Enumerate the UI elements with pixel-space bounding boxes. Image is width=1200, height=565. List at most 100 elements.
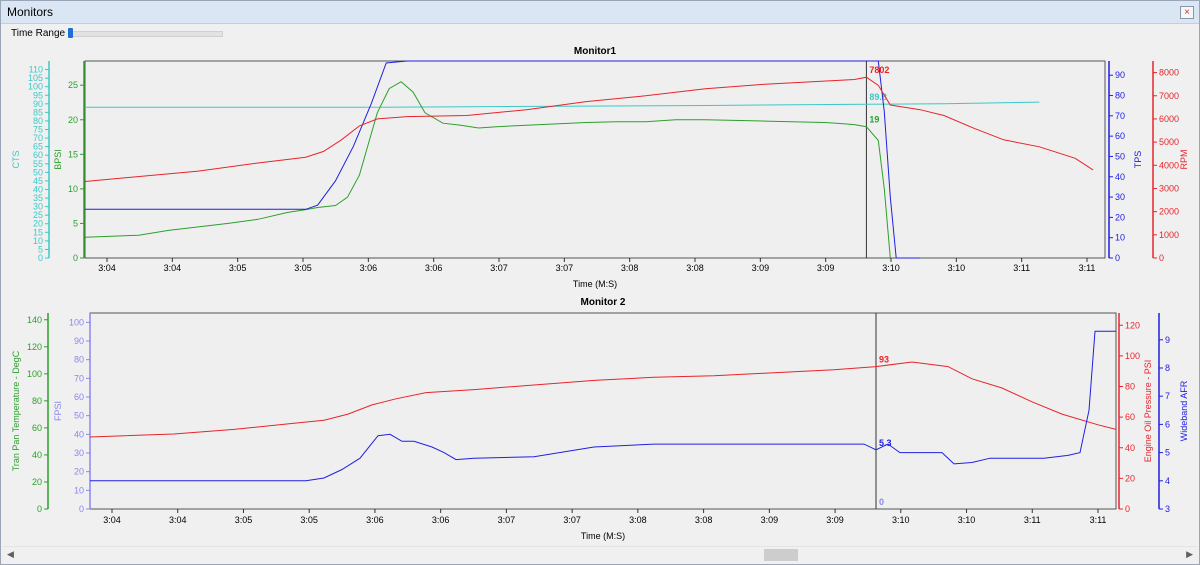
y-tick-label: 60 [1125, 412, 1135, 422]
series-line-bpsi [84, 81, 891, 259]
y-axis-label-tran: Tran Pan Temperature - DegC [11, 350, 21, 471]
x-tick-label: 3:10 [958, 515, 976, 525]
y-tick-label: 5 [38, 244, 43, 254]
y-tick-label: 15 [68, 149, 78, 159]
chart-title: Monitor1 [574, 46, 617, 57]
y-tick-label: 50 [1115, 151, 1125, 161]
y-tick-label: 30 [33, 202, 43, 212]
y-tick-label: 60 [1115, 131, 1125, 141]
y-tick-label: 35 [33, 193, 43, 203]
y-tick-label: 4000 [1159, 160, 1179, 170]
y-tick-label: 120 [27, 342, 42, 352]
x-tick-label: 3:05 [235, 515, 253, 525]
y-tick-label: 100 [1125, 351, 1140, 361]
y-tick-label: 10 [33, 236, 43, 246]
close-button[interactable]: × [1180, 6, 1194, 19]
x-tick-label: 3:08 [686, 263, 704, 273]
y-tick-label: 90 [74, 336, 84, 346]
x-tick-label: 3:10 [882, 263, 900, 273]
y-axis-label-fpsi: FPSI [53, 401, 63, 421]
series-line-rpm [84, 76, 1094, 182]
x-tick-label: 3:04 [164, 263, 182, 273]
y-tick-label: 5000 [1159, 137, 1179, 147]
y-tick-label: 40 [33, 184, 43, 194]
window-title: Monitors [7, 5, 54, 19]
y-tick-label: 120 [1125, 320, 1140, 330]
x-tick-label: 3:05 [300, 515, 318, 525]
y-tick-label: 3 [1165, 504, 1170, 514]
x-tick-label: 3:10 [948, 263, 966, 273]
y-tick-label: 5 [73, 218, 78, 228]
time-range-slider-thumb[interactable] [68, 28, 73, 38]
x-tick-label: 3:09 [761, 515, 779, 525]
y-axis-label-rpm: RPM [1179, 150, 1189, 170]
cursor-value-label: 93 [879, 355, 889, 365]
scroll-left-arrow-icon[interactable]: ◀ [7, 549, 14, 559]
y-tick-label: 20 [32, 477, 42, 487]
y-tick-label: 10 [68, 184, 78, 194]
y-tick-label: 30 [1115, 192, 1125, 202]
cursor-value-label: 5.3 [879, 438, 892, 448]
x-tick-label: 3:09 [826, 515, 844, 525]
monitors-charts: Monitor1 3:04 3:04 3:05 3:05 3:06 3:06 3:07 3:07… [11, 46, 1189, 541]
y-axis-label-tps: TPS [1133, 151, 1143, 169]
x-tick-label: 3:11 [1090, 515, 1107, 525]
y-tick-label: 60 [32, 423, 42, 433]
y-tick-label: 0 [79, 504, 84, 514]
y-tick-label: 40 [1115, 172, 1125, 182]
y-tick-label: 40 [74, 429, 84, 439]
y-tick-label: 7 [1165, 391, 1170, 401]
y-tick-label: 90 [33, 99, 43, 109]
y-tick-label: 40 [32, 450, 42, 460]
y-tick-label: 50 [74, 411, 84, 421]
series-line-engine-oil-pressure-psi [89, 361, 1117, 438]
y-axis-label-bpsi: BPSI [53, 149, 63, 170]
y-tick-label: 80 [1125, 382, 1135, 392]
cursor-value-label: 89.8 [869, 92, 887, 102]
y-tick-label: 140 [27, 315, 42, 325]
y-tick-label: 80 [74, 355, 84, 365]
y-tick-label: 45 [33, 176, 43, 186]
y-tick-label: 6000 [1159, 114, 1179, 124]
horizontal-scrollbar[interactable]: ◀ ▶ [2, 546, 1198, 563]
title-bar[interactable]: Monitors × [1, 1, 1199, 24]
plot-area [84, 60, 1106, 259]
time-range-slider-track[interactable] [68, 31, 223, 37]
scroll-right-arrow-icon[interactable]: ▶ [1186, 549, 1193, 559]
y-tick-label: 90 [1115, 70, 1125, 80]
x-tick-label: 3:07 [498, 515, 516, 525]
x-tick-label: 3:07 [563, 515, 581, 525]
y-tick-label: 80 [32, 396, 42, 406]
time-range-label: Time Range [11, 28, 66, 39]
y-tick-label: 25 [33, 210, 43, 220]
horizontal-scroll-thumb[interactable] [764, 549, 798, 561]
x-tick-label: 3:11 [1013, 263, 1030, 273]
x-tick-label: 3:06 [366, 515, 384, 525]
y-tick-label: 5 [1165, 448, 1170, 458]
y-tick-label: 100 [27, 369, 42, 379]
y-tick-label: 1000 [1159, 230, 1179, 240]
x-tick-label: 3:08 [695, 515, 713, 525]
x-tick-label: 3:08 [629, 515, 647, 525]
y-tick-label: 8 [1165, 363, 1170, 373]
y-tick-label: 6 [1165, 419, 1170, 429]
y-tick-label: 25 [68, 80, 78, 90]
x-tick-label: 3:08 [621, 263, 639, 273]
cursor-value-label: 0 [879, 497, 884, 507]
y-tick-label: 80 [1115, 91, 1125, 101]
x-axis-label: Time (M:S) [573, 279, 617, 289]
y-tick-label: 70 [74, 373, 84, 383]
y-tick-label: 50 [33, 167, 43, 177]
y-tick-label: 55 [33, 159, 43, 169]
series-line-tps [85, 60, 921, 259]
y-tick-label: 0 [1115, 253, 1120, 263]
chart-title: Monitor 2 [581, 297, 626, 308]
y-tick-label: 4 [1165, 476, 1170, 486]
y-tick-label: 0 [38, 253, 43, 263]
y-tick-label: 85 [33, 107, 43, 117]
y-tick-label: 2000 [1159, 207, 1179, 217]
y-tick-label: 70 [1115, 111, 1125, 121]
y-tick-label: 60 [33, 150, 43, 160]
y-axis-label-oil: Engine Oil Pressure - PSI [1143, 360, 1153, 463]
x-tick-label: 3:09 [752, 263, 770, 273]
